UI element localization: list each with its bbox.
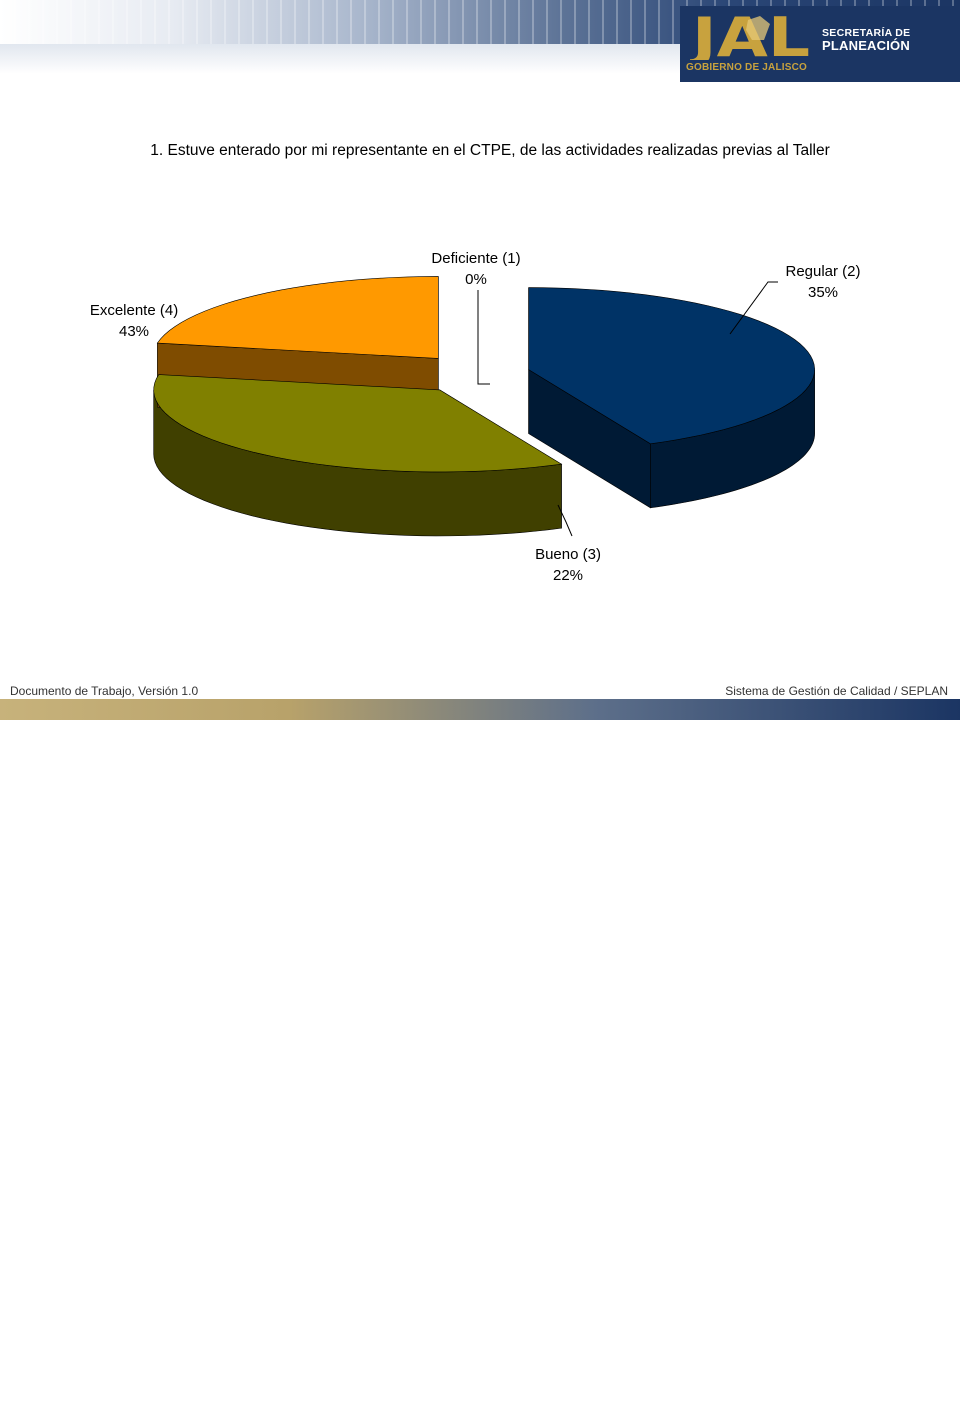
slice-label-excelente: Excelente (4) [90, 302, 178, 319]
jalisco-logo-mark: JAL [690, 10, 810, 60]
footer-band [0, 699, 960, 1419]
logo-line2: PLANEACIÓN [822, 38, 910, 53]
logo-subtitle: GOBIERNO DE JALISCO [686, 62, 808, 73]
logo-line1: SECRETARÍA DE [822, 27, 911, 39]
chart-title: 1. Estuve enterado por mi representante … [150, 142, 830, 159]
leader-line-deficiente [477, 290, 490, 385]
slice-percent-bueno: 22% [553, 567, 583, 584]
logo-crest-icon [746, 16, 770, 40]
slice-regular [153, 374, 563, 473]
slice-bueno [156, 276, 439, 359]
leader-line-bueno [557, 504, 573, 537]
footer-quality-system: Sistema de Gestión de Calidad / SEPLAN [725, 684, 948, 698]
leader-line-regular [729, 281, 778, 335]
footer-document-version: Documento de Trabajo, Versión 1.0 [10, 684, 199, 698]
logo-background [680, 6, 960, 82]
footer-band-stripes [0, 1407, 960, 1419]
slice-label-bueno: Bueno (3) [535, 546, 601, 563]
slice-percent-regular: 35% [808, 284, 838, 301]
slice-excelente [528, 287, 815, 445]
pie-chart: Excelente (4) 43% Deficiente (1) 0% Regu… [90, 250, 861, 584]
slice-label-deficiente: Deficiente (1) [431, 250, 520, 267]
leader-lines [477, 281, 778, 537]
slice-percent-deficiente: 0% [465, 271, 487, 288]
slice-label-regular: Regular (2) [785, 263, 860, 280]
pie-tops [153, 276, 815, 473]
slice-percent-excelente: 43% [119, 323, 149, 340]
